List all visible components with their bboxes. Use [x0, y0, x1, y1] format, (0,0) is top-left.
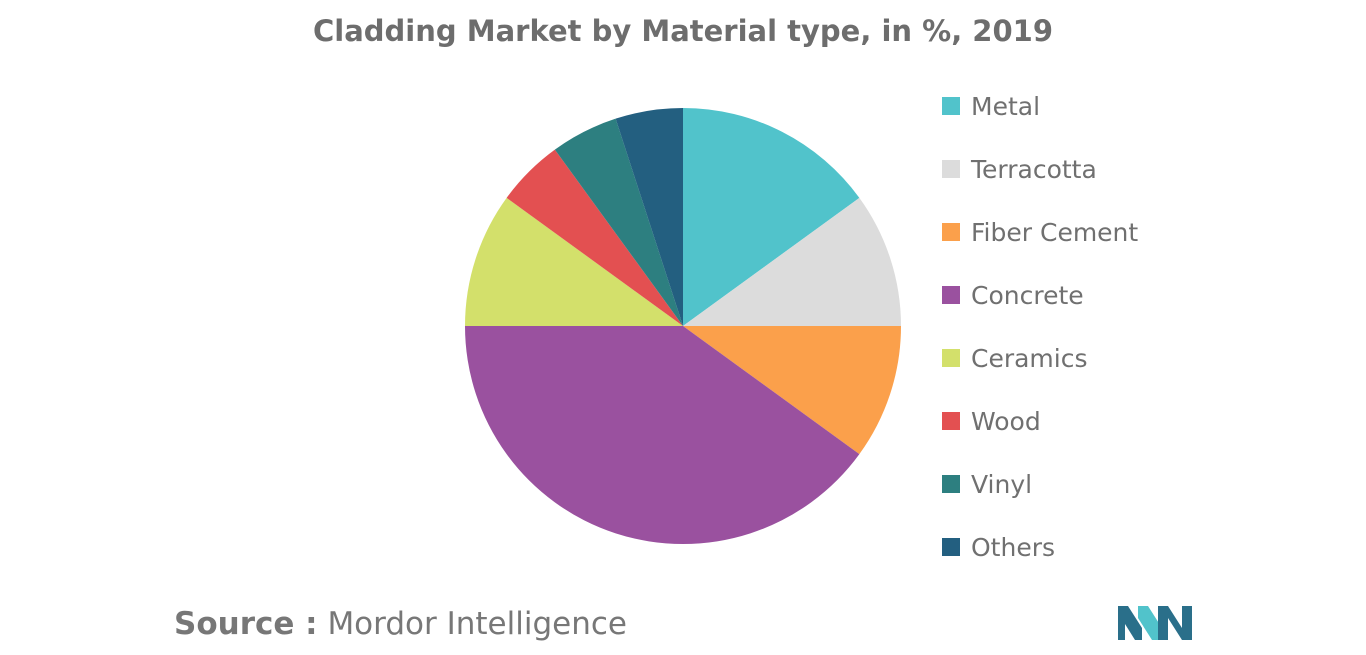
mordor-intelligence-logo-icon — [1118, 606, 1192, 640]
legend-label: Ceramics — [971, 343, 1088, 373]
legend-swatch — [942, 412, 960, 430]
pie-slice-fiber-cement — [683, 326, 901, 455]
legend-label: Fiber Cement — [971, 217, 1139, 247]
legend-label: Concrete — [971, 280, 1084, 310]
source-prefix: Source : — [174, 606, 318, 642]
source-text: Mordor Intelligence — [327, 606, 627, 642]
legend-item-concrete: Concrete — [942, 275, 1084, 315]
pie-slice-concrete — [464, 326, 860, 545]
legend-item-wood: Wood — [942, 401, 1041, 441]
legend-label: Terracotta — [971, 154, 1097, 184]
legend-item-ceramics: Ceramics — [942, 338, 1088, 378]
legend-swatch — [942, 160, 960, 178]
pie-slice-terracotta — [683, 197, 901, 326]
legend-swatch — [942, 538, 960, 556]
chart-title: Cladding Market by Material type, in %, … — [312, 14, 1054, 48]
pie-slice-vinyl — [554, 118, 683, 326]
legend-item-vinyl: Vinyl — [942, 464, 1032, 504]
pie-slice-others — [615, 108, 683, 326]
legend-label: Others — [971, 532, 1056, 562]
source-note: Source : Mordor Intelligence — [174, 606, 627, 642]
legend-label: Metal — [971, 91, 1041, 121]
legend-item-fiber-cement: Fiber Cement — [942, 212, 1138, 252]
legend-label: Vinyl — [971, 469, 1033, 499]
legend-swatch — [942, 223, 960, 241]
pie-slice-wood — [506, 149, 683, 326]
legend-label: Wood — [971, 406, 1041, 436]
pie-slice-ceramics — [465, 197, 683, 326]
pie-slice-metal — [683, 108, 860, 326]
legend-swatch — [942, 349, 960, 367]
legend-item-terracotta: Terracotta — [942, 149, 1097, 189]
legend-swatch — [942, 97, 960, 115]
legend-item-metal: Metal — [942, 86, 1040, 126]
pie-slices — [464, 108, 901, 545]
legend-swatch — [942, 475, 960, 493]
legend-swatch — [942, 286, 960, 304]
legend-item-others: Others — [942, 527, 1055, 567]
